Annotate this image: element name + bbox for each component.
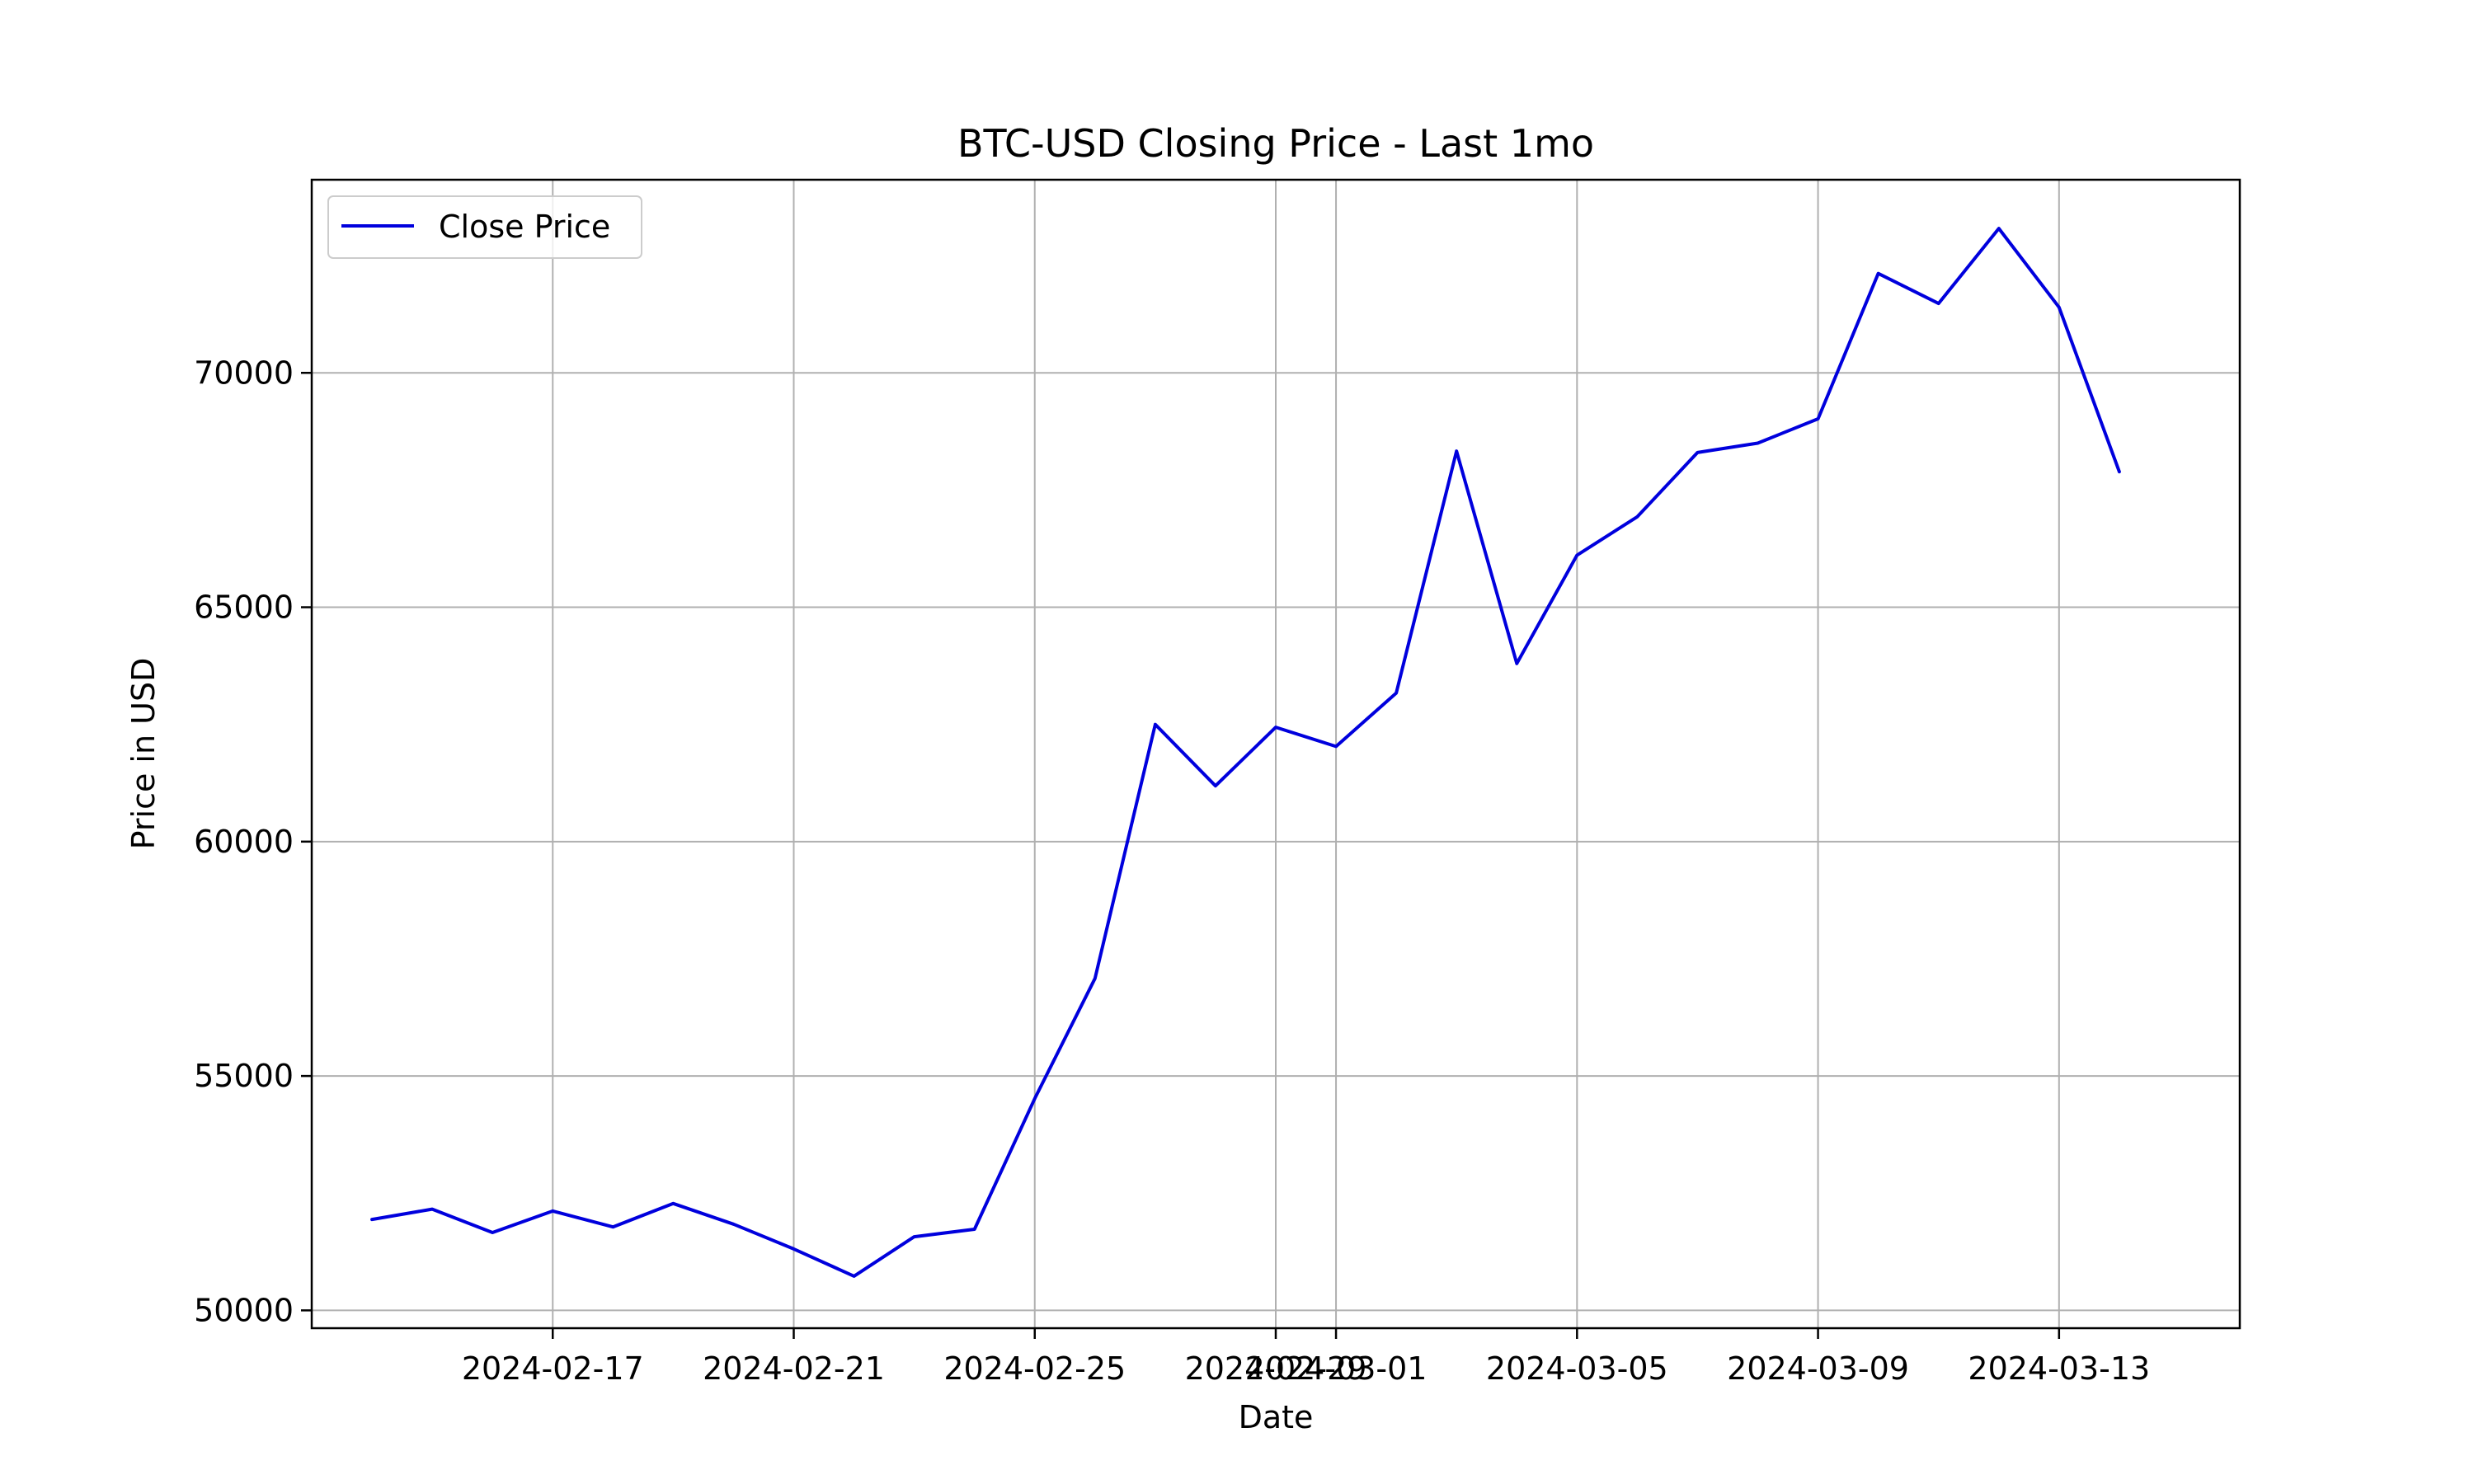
x-tick-label: 2024-02-17 [462,1350,644,1387]
y-tick-label: 65000 [194,589,294,626]
legend-label-close-price: Close Price [439,209,610,245]
legend: Close Price [327,195,642,259]
x-tick-label: 2024-03-01 [1245,1350,1427,1387]
chart-title: BTC-USD Closing Price - Last 1mo [957,121,1594,166]
y-tick-label: 55000 [194,1058,294,1094]
legend-box [327,195,642,259]
x-tick-label: 2024-02-25 [943,1350,1126,1387]
x-tick-label: 2024-02-21 [703,1350,885,1387]
y-tick-label: 70000 [194,355,294,391]
series-line-close-price [370,227,2121,1278]
grid-lines [312,180,2240,1328]
x-tick-label: 2024-03-05 [1486,1350,1668,1387]
x-axis-label: Date [1239,1399,1314,1435]
x-tick-label: 2024-03-13 [1968,1350,2150,1387]
x-tick-label: 2024-02-29 [1185,1350,1367,1387]
series-layer [370,227,2121,1278]
y-tick-label: 60000 [194,824,294,860]
y-axis-label: Price in USD [125,658,162,850]
x-axis: 2024-02-17 2024-02-21 2024-02-25 2024-02-29… [462,1328,2150,1387]
y-axis: 50000 55000 60000 65000 70000 [194,355,312,1328]
y-tick-label: 50000 [194,1292,294,1328]
x-tick-label: 2024-03-09 [1727,1350,1909,1387]
